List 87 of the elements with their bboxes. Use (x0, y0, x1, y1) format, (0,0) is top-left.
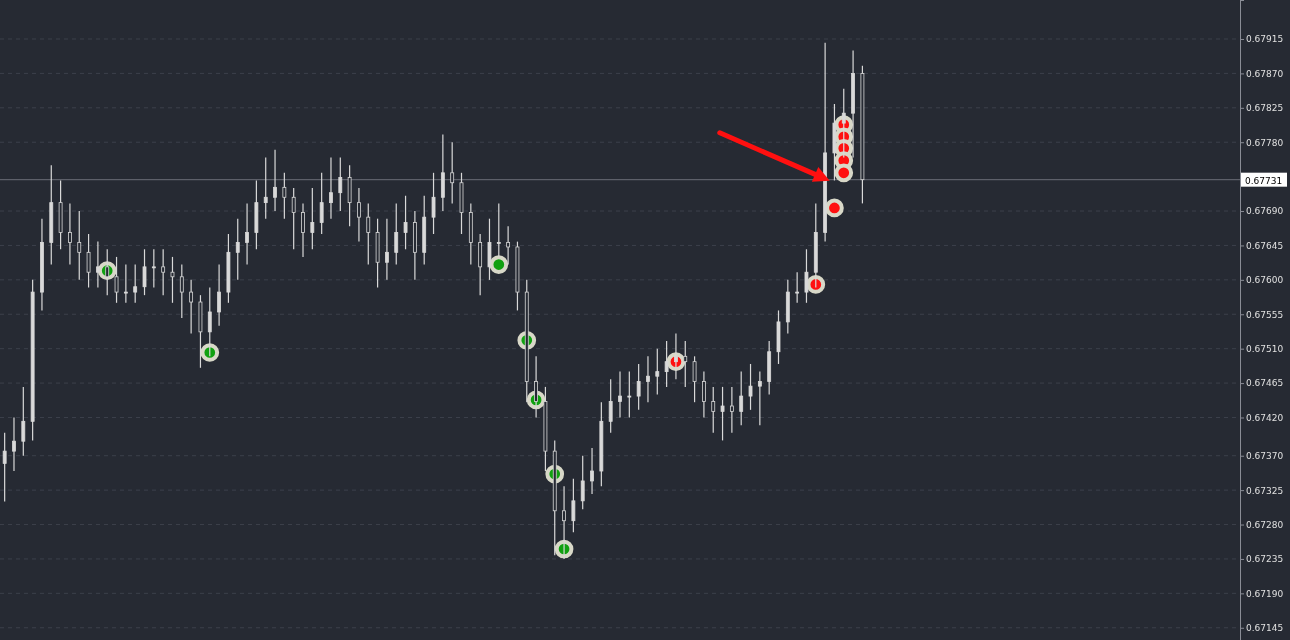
candlestick (385, 218, 389, 281)
candlestick (720, 386, 725, 442)
candlestick (68, 202, 72, 266)
candlestick (142, 248, 147, 296)
point (834, 163, 854, 183)
candlestick (580, 455, 585, 510)
candlestick (571, 478, 576, 533)
candlestick (683, 340, 688, 388)
y-tick-label: 0.67780 (1246, 137, 1284, 148)
y-tick-label: 0.67870 (1246, 68, 1284, 79)
candlestick (795, 271, 800, 304)
candlestick (804, 248, 809, 304)
y-tick-label: 0.67190 (1246, 588, 1284, 599)
candlestick (711, 386, 716, 434)
candlestick (161, 248, 166, 296)
candlestick (496, 202, 501, 258)
candlestick (123, 263, 128, 304)
candlestick (590, 447, 594, 495)
ref-line-label: 0.67731 (1245, 175, 1283, 186)
y-tick-label: 0.67825 (1246, 103, 1284, 114)
candlestick (2, 432, 7, 503)
candlestick (534, 355, 538, 419)
y-tick-label: 0.67370 (1246, 451, 1284, 462)
candlestick (12, 416, 16, 472)
candlestick (338, 156, 343, 212)
y-tick-label: 0.67690 (1246, 206, 1284, 217)
candlestick (282, 172, 287, 220)
y-tick-label: 0.67420 (1246, 412, 1284, 423)
candlestick (95, 241, 100, 289)
candlestick (189, 279, 194, 334)
y-tick-label: 0.67555 (1246, 309, 1284, 320)
candlestick (664, 340, 669, 388)
candlestick (151, 248, 156, 289)
candlestick (291, 187, 296, 250)
point (489, 255, 509, 274)
point (806, 275, 826, 294)
candlestick (627, 371, 632, 419)
candlestick (310, 187, 315, 250)
candlestick (263, 156, 268, 220)
candlestick (655, 348, 660, 396)
candlestick (562, 485, 566, 560)
candlestick (86, 233, 91, 289)
candlestick (21, 386, 26, 457)
y-tick-label: 0.67600 (1246, 275, 1284, 286)
y-tick-label: 0.67235 (1246, 554, 1284, 565)
candlestick (403, 195, 408, 250)
candlestick (357, 187, 361, 243)
point (200, 343, 220, 362)
candlestick (114, 256, 119, 304)
y-tick-label: 0.67915 (1246, 34, 1284, 45)
candlestick (674, 332, 678, 380)
candlestick (506, 225, 511, 266)
candlestick (329, 156, 333, 220)
candlestick (608, 378, 613, 434)
candlestick (207, 286, 212, 357)
candlestick (235, 218, 240, 281)
candlestick (301, 202, 305, 258)
y-tick-label: 0.67280 (1246, 519, 1284, 530)
candlestick (450, 141, 455, 204)
point (825, 198, 844, 218)
candlestick (133, 263, 138, 304)
candlestick (841, 88, 846, 159)
y-tick-label: 0.67645 (1246, 240, 1284, 251)
candlestick (702, 371, 706, 419)
candlestick (366, 202, 371, 266)
candlestick (170, 256, 175, 304)
y-tick-label: 0.67465 (1246, 378, 1284, 389)
candlestick (636, 363, 641, 411)
candlestick (217, 263, 221, 327)
candlestick (394, 202, 399, 266)
y-tick-label: 0.67145 (1246, 623, 1284, 634)
candlestick (245, 202, 249, 266)
candlestick (729, 386, 734, 434)
candlestick (273, 149, 277, 212)
candlestick (739, 371, 744, 426)
candlestick (77, 210, 82, 281)
y-tick-label: 0.67325 (1246, 485, 1284, 496)
candlestick (757, 371, 762, 426)
candlestick (646, 355, 650, 403)
candlestick (618, 371, 622, 419)
y-tick-label: 0.67510 (1246, 344, 1284, 355)
candlestick (179, 263, 184, 319)
candlestick (431, 172, 436, 235)
candlestick (105, 248, 110, 296)
candlestick (319, 172, 324, 235)
candlestick (748, 363, 753, 411)
candlestick (692, 355, 697, 403)
